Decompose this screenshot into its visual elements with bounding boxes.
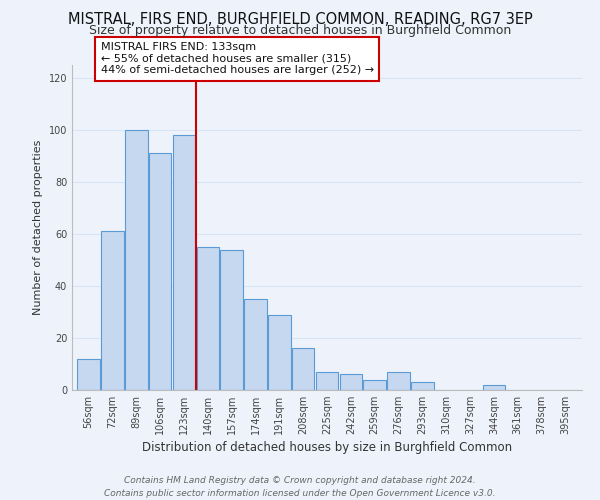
- Bar: [387, 372, 410, 390]
- Y-axis label: Number of detached properties: Number of detached properties: [33, 140, 43, 315]
- Bar: [173, 135, 196, 390]
- Bar: [77, 359, 100, 390]
- Bar: [149, 154, 172, 390]
- Bar: [268, 314, 290, 390]
- Bar: [125, 130, 148, 390]
- Text: Contains HM Land Registry data © Crown copyright and database right 2024.
Contai: Contains HM Land Registry data © Crown c…: [104, 476, 496, 498]
- Bar: [340, 374, 362, 390]
- Bar: [101, 232, 124, 390]
- Bar: [482, 385, 505, 390]
- X-axis label: Distribution of detached houses by size in Burghfield Common: Distribution of detached houses by size …: [142, 442, 512, 454]
- Bar: [292, 348, 314, 390]
- Bar: [197, 247, 219, 390]
- Bar: [244, 299, 267, 390]
- Bar: [411, 382, 434, 390]
- Bar: [364, 380, 386, 390]
- Text: MISTRAL FIRS END: 133sqm
← 55% of detached houses are smaller (315)
44% of semi-: MISTRAL FIRS END: 133sqm ← 55% of detach…: [101, 42, 374, 76]
- Text: Size of property relative to detached houses in Burghfield Common: Size of property relative to detached ho…: [89, 24, 511, 37]
- Text: MISTRAL, FIRS END, BURGHFIELD COMMON, READING, RG7 3EP: MISTRAL, FIRS END, BURGHFIELD COMMON, RE…: [68, 12, 532, 28]
- Bar: [316, 372, 338, 390]
- Bar: [220, 250, 243, 390]
